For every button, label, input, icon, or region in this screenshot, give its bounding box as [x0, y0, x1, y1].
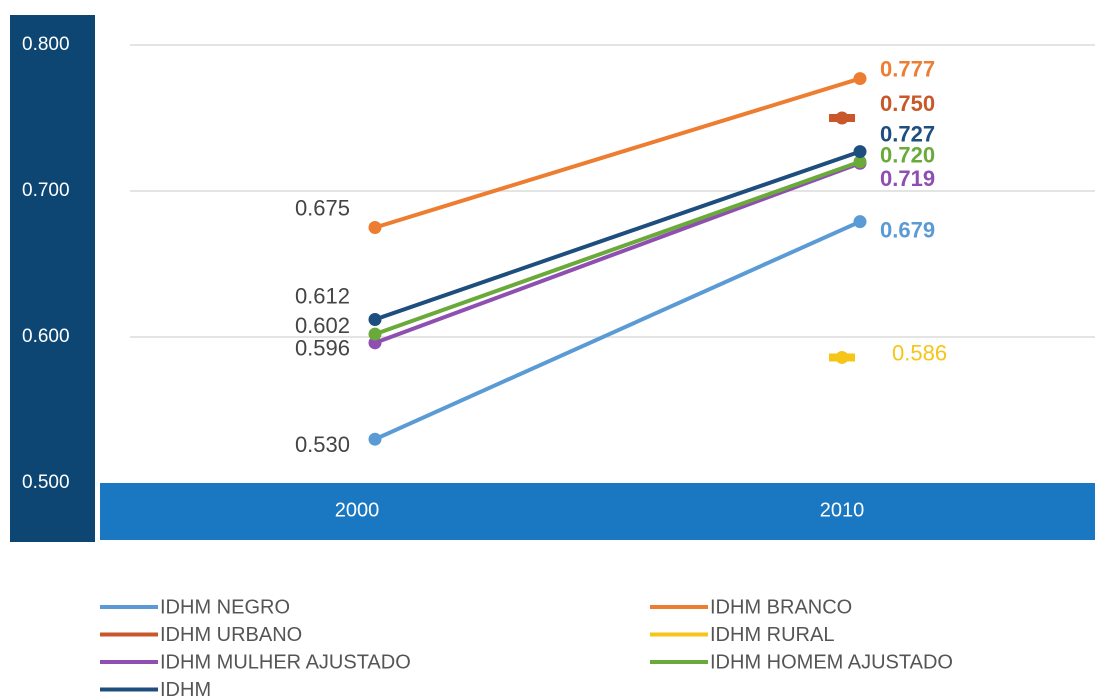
- series-line: [374, 149, 861, 322]
- point: [368, 432, 382, 446]
- point: [853, 72, 867, 86]
- y-axis-band: [10, 15, 95, 542]
- legend-label: IDHM NEGRO: [160, 596, 290, 618]
- data-label: 0.530: [295, 432, 350, 457]
- x-axis-band: [100, 483, 1095, 540]
- x-tick-label: 2010: [820, 499, 865, 521]
- point: [853, 215, 867, 229]
- data-label: 0.679: [880, 217, 935, 242]
- data-label: 0.777: [880, 56, 935, 81]
- y-tick-label: 0.500: [22, 472, 70, 493]
- data-label: 0.750: [880, 91, 935, 116]
- data-label: 0.612: [295, 283, 350, 308]
- legend-label: IDHM HOMEM AJUSTADO: [710, 651, 953, 673]
- legend-label: IDHM MULHER AJUSTADO: [160, 651, 411, 673]
- y-tick-label: 0.800: [22, 34, 70, 55]
- point: [368, 221, 382, 234]
- point: [368, 312, 382, 326]
- y-tick-label: 0.600: [22, 326, 70, 347]
- data-label: 0.720: [880, 143, 935, 168]
- point: [835, 111, 849, 125]
- point: [835, 350, 849, 364]
- series-line: [374, 76, 861, 230]
- data-label: 0.586: [892, 340, 947, 365]
- data-label: 0.719: [880, 166, 935, 191]
- series-line: [374, 159, 861, 336]
- point: [853, 155, 867, 169]
- data-label: 0.675: [295, 195, 350, 220]
- data-label: 0.727: [880, 121, 935, 146]
- legend-label: IDHM: [160, 679, 211, 700]
- x-tick-label: 2000: [335, 499, 380, 521]
- data-label: 0.602: [295, 313, 350, 338]
- point: [368, 327, 382, 341]
- series-line: [374, 161, 861, 345]
- data-label: 0.596: [295, 336, 350, 361]
- legend-label: IDHM URBANO: [160, 624, 302, 646]
- point: [853, 145, 867, 159]
- y-tick-label: 0.700: [22, 180, 70, 201]
- legend-label: IDHM RURAL: [710, 624, 834, 646]
- series-line: [374, 219, 861, 442]
- legend-label: IDHM BRANCO: [710, 596, 852, 618]
